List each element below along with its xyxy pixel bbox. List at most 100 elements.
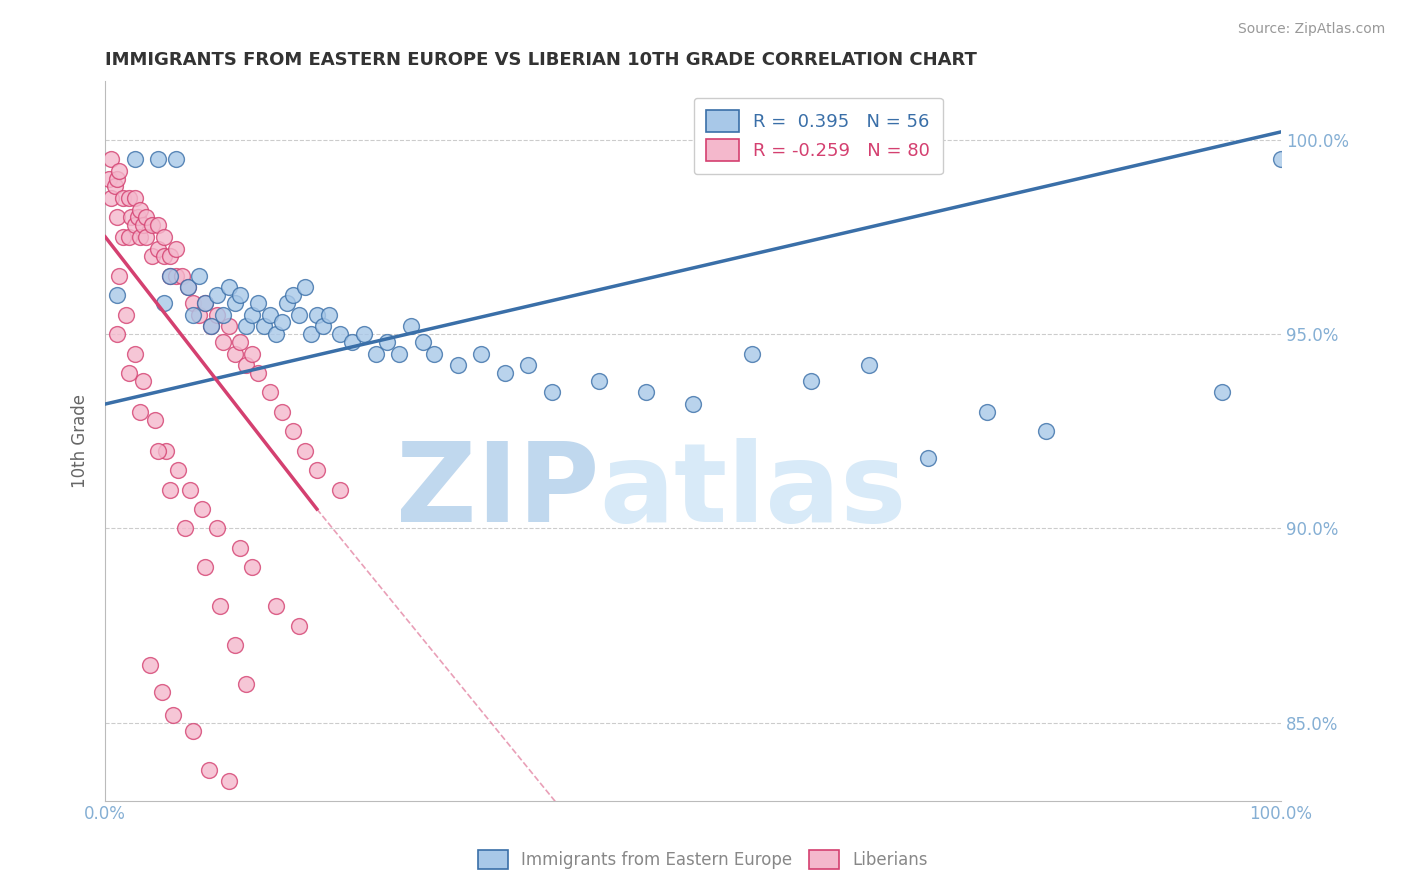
Point: [283, 424, 305, 438]
Point: [240, 560, 263, 574]
Text: atlas: atlas: [599, 438, 907, 545]
Point: [124, 346, 146, 360]
Point: [174, 521, 197, 535]
Point: [800, 374, 823, 388]
Point: [108, 268, 131, 283]
Point: [179, 483, 201, 497]
Point: [312, 319, 335, 334]
Point: [176, 280, 198, 294]
Point: [299, 327, 322, 342]
Point: [194, 560, 217, 574]
Point: [211, 334, 233, 349]
Text: ZIP: ZIP: [395, 438, 599, 545]
Point: [205, 521, 228, 535]
Point: [165, 242, 187, 256]
Point: [135, 211, 157, 225]
Point: [329, 327, 352, 342]
Point: [294, 443, 316, 458]
Point: [917, 451, 939, 466]
Point: [211, 308, 233, 322]
Point: [100, 191, 122, 205]
Point: [150, 685, 173, 699]
Point: [247, 296, 270, 310]
Point: [111, 191, 134, 205]
Point: [588, 374, 610, 388]
Point: [159, 249, 181, 263]
Point: [167, 463, 190, 477]
Point: [129, 202, 152, 217]
Point: [412, 334, 434, 349]
Point: [170, 268, 193, 283]
Point: [1035, 424, 1057, 438]
Point: [176, 280, 198, 294]
Point: [194, 296, 217, 310]
Point: [165, 268, 187, 283]
Point: [218, 319, 240, 334]
Point: [259, 308, 281, 322]
Point: [259, 385, 281, 400]
Point: [470, 346, 492, 360]
Point: [264, 599, 287, 614]
Point: [200, 319, 222, 334]
Legend: R =  0.395   N = 56, R = -0.259   N = 80: R = 0.395 N = 56, R = -0.259 N = 80: [693, 97, 942, 174]
Point: [124, 152, 146, 166]
Point: [124, 218, 146, 232]
Point: [1211, 385, 1233, 400]
Point: [224, 346, 246, 360]
Point: [682, 397, 704, 411]
Point: [132, 374, 155, 388]
Point: [329, 483, 352, 497]
Point: [205, 288, 228, 302]
Point: [105, 211, 128, 225]
Point: [247, 366, 270, 380]
Point: [146, 152, 169, 166]
Point: [377, 334, 399, 349]
Point: [197, 763, 219, 777]
Point: [162, 708, 184, 723]
Point: [129, 230, 152, 244]
Point: [183, 308, 205, 322]
Text: IMMIGRANTS FROM EASTERN EUROPE VS LIBERIAN 10TH GRADE CORRELATION CHART: IMMIGRANTS FROM EASTERN EUROPE VS LIBERI…: [105, 51, 977, 69]
Point: [741, 346, 763, 360]
Point: [118, 230, 141, 244]
Legend: Immigrants from Eastern Europe, Liberians: Immigrants from Eastern Europe, Liberian…: [468, 840, 938, 880]
Point: [858, 358, 880, 372]
Point: [105, 288, 128, 302]
Point: [205, 308, 228, 322]
Point: [240, 308, 263, 322]
Point: [294, 280, 316, 294]
Point: [218, 774, 240, 789]
Point: [1270, 152, 1292, 166]
Point: [105, 327, 128, 342]
Point: [270, 405, 292, 419]
Point: [235, 358, 257, 372]
Point: [153, 230, 176, 244]
Point: [229, 288, 252, 302]
Point: [118, 191, 141, 205]
Point: [104, 179, 127, 194]
Point: [132, 218, 155, 232]
Point: [146, 242, 169, 256]
Point: [399, 319, 422, 334]
Point: [200, 319, 222, 334]
Point: [118, 366, 141, 380]
Point: [235, 677, 257, 691]
Point: [127, 211, 149, 225]
Point: [340, 334, 363, 349]
Point: [517, 358, 540, 372]
Point: [229, 541, 252, 555]
Point: [183, 723, 205, 738]
Point: [634, 385, 657, 400]
Point: [494, 366, 516, 380]
Point: [97, 171, 120, 186]
Point: [976, 405, 998, 419]
Point: [240, 346, 263, 360]
Point: [155, 443, 177, 458]
Point: [541, 385, 564, 400]
Point: [218, 280, 240, 294]
Point: [159, 268, 181, 283]
Point: [143, 412, 166, 426]
Point: [129, 405, 152, 419]
Point: [235, 319, 257, 334]
Point: [159, 268, 181, 283]
